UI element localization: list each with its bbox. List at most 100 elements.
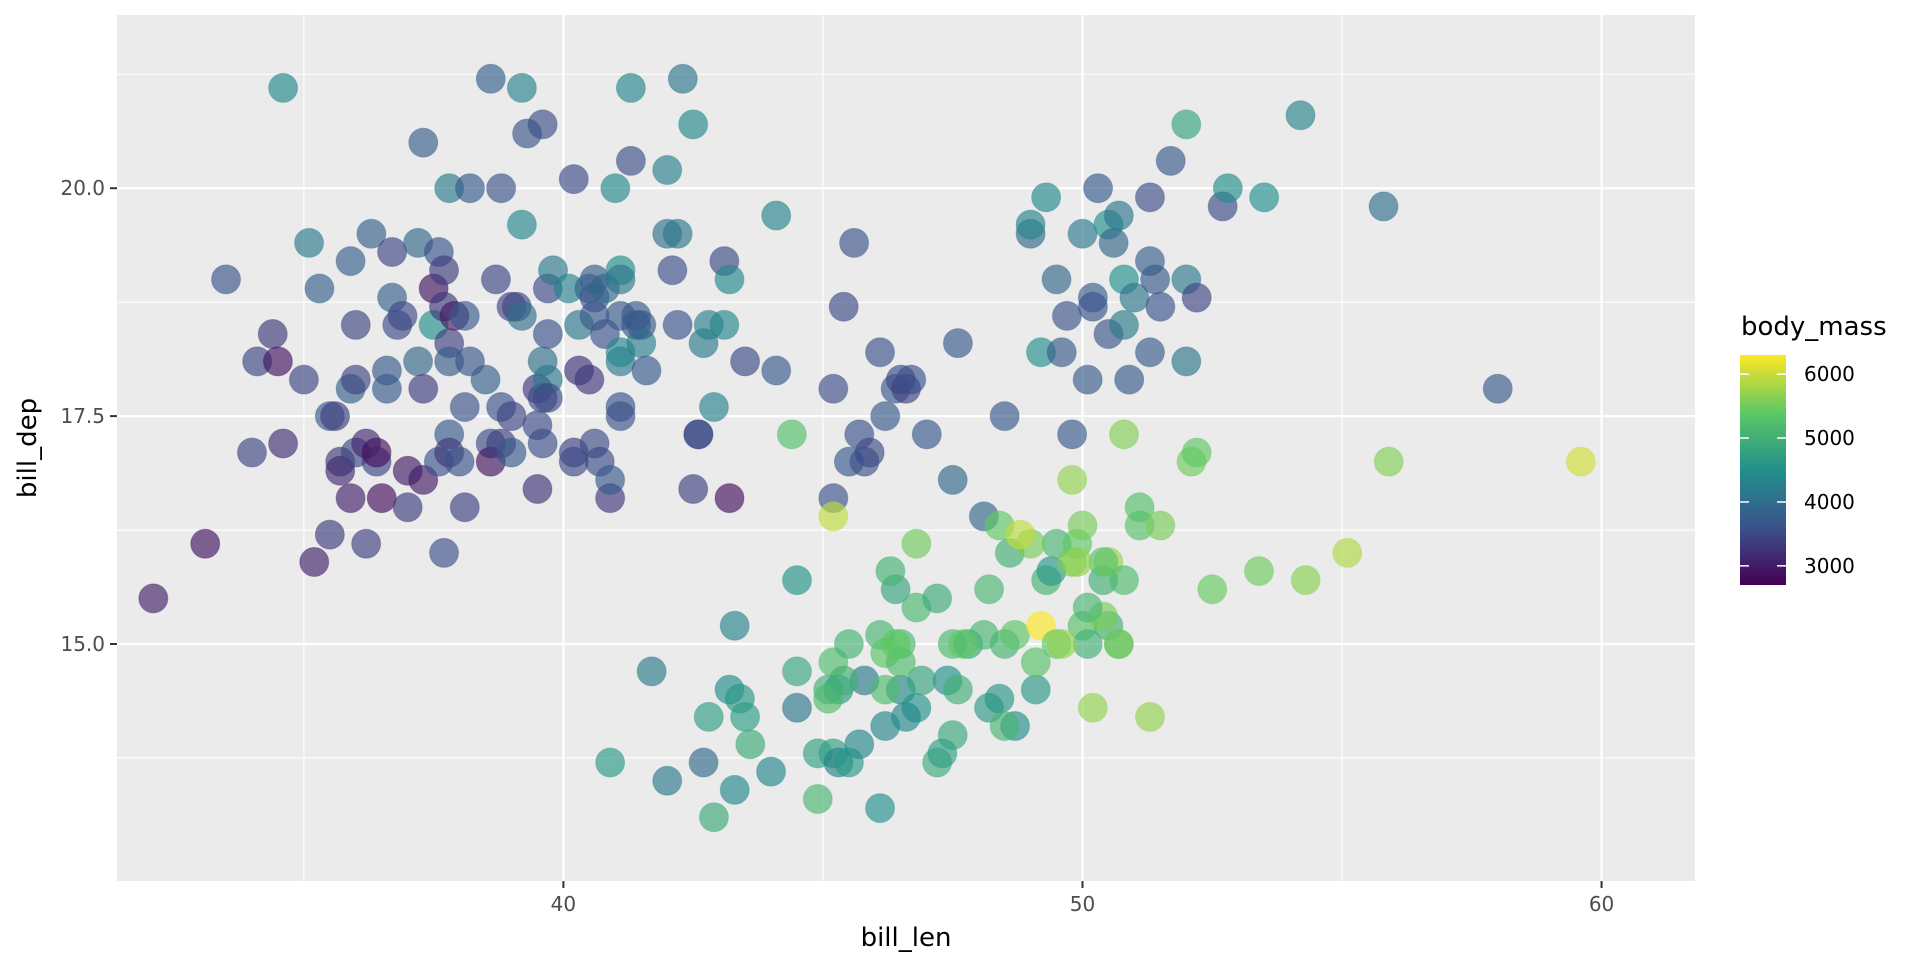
data-point [356, 218, 387, 249]
data-point [288, 364, 319, 395]
data-point [506, 300, 537, 331]
data-point [818, 501, 849, 532]
data-point [1181, 437, 1212, 468]
data-point [506, 72, 537, 103]
data-point [714, 483, 745, 514]
data-point [1041, 264, 1072, 295]
data-point [294, 227, 325, 258]
data-point [927, 738, 958, 769]
y-tick-label: 15.0 [60, 632, 105, 656]
data-point [320, 401, 351, 432]
data-point [667, 63, 698, 94]
data-point [1015, 209, 1046, 240]
data-point [802, 783, 833, 814]
x-tick-label: 40 [551, 892, 576, 916]
data-point [1373, 446, 1404, 477]
data-point [870, 401, 901, 432]
data-point [340, 364, 371, 395]
data-point [314, 519, 345, 550]
data-point [693, 701, 724, 732]
data-point [1565, 446, 1596, 477]
data-point [1005, 519, 1036, 550]
data-point [522, 474, 553, 505]
data-point [605, 401, 636, 432]
data-point [1155, 145, 1186, 176]
data-point [190, 528, 221, 559]
data-point [854, 437, 885, 468]
data-point [756, 756, 787, 787]
y-tick-label: 20.0 [60, 176, 105, 200]
data-point [875, 556, 906, 587]
data-point [371, 355, 402, 386]
data-point [392, 492, 423, 523]
data-point [781, 692, 812, 723]
data-point [974, 574, 1005, 605]
data-point [1249, 182, 1280, 213]
data-point [1000, 619, 1031, 650]
data-point [989, 711, 1020, 742]
data-point [211, 264, 242, 295]
data-point [387, 300, 418, 331]
data-point [761, 355, 792, 386]
data-point [922, 583, 953, 614]
data-point [1020, 647, 1051, 678]
data-point [1124, 492, 1155, 523]
data-point [335, 483, 366, 514]
data-points [138, 63, 1596, 833]
data-point [429, 537, 460, 568]
x-axis: 40 50 60 [551, 881, 1614, 916]
data-point [340, 309, 371, 340]
data-point [1482, 373, 1513, 404]
data-point [688, 747, 719, 778]
data-point [595, 747, 626, 778]
data-point [942, 328, 973, 359]
legend-tick-label: 5000 [1804, 426, 1855, 450]
data-point [366, 483, 397, 514]
data-point [937, 464, 968, 495]
data-point [865, 793, 896, 824]
data-point [1140, 264, 1171, 295]
data-point [454, 173, 485, 204]
data-point [236, 437, 267, 468]
x-tick-label: 60 [1589, 892, 1614, 916]
data-point [470, 364, 501, 395]
data-point [1098, 227, 1129, 258]
data-point [828, 665, 859, 696]
data-point [262, 346, 293, 377]
data-point [1072, 364, 1103, 395]
data-point [678, 474, 709, 505]
data-point [828, 291, 859, 322]
data-point [449, 300, 480, 331]
data-point [652, 154, 683, 185]
data-point [1046, 628, 1077, 659]
data-point [714, 264, 745, 295]
minor-gridlines [117, 15, 1695, 881]
x-axis-title: bill_len [861, 923, 952, 953]
data-point [527, 428, 558, 459]
data-point [818, 373, 849, 404]
data-point [1057, 464, 1088, 495]
x-tick-label: 50 [1070, 892, 1095, 916]
data-point [615, 72, 646, 103]
data-point [901, 528, 932, 559]
data-point [480, 264, 511, 295]
data-point [1020, 674, 1051, 705]
data-point [776, 419, 807, 450]
data-point [896, 364, 927, 395]
legend-tick-label: 3000 [1804, 554, 1855, 578]
data-point [1134, 182, 1165, 213]
data-point [475, 63, 506, 94]
data-point [719, 774, 750, 805]
data-point [989, 401, 1020, 432]
data-point [1212, 173, 1243, 204]
y-axis: 15.0 17.5 20.0 [60, 176, 117, 656]
data-point [1119, 282, 1150, 313]
data-point [984, 683, 1015, 714]
data-point [1109, 419, 1140, 450]
data-point [839, 227, 870, 258]
data-point [408, 373, 439, 404]
data-point [709, 309, 740, 340]
legend: body_mass 3000 4000 5000 6000 [1740, 312, 1887, 585]
data-point [304, 273, 335, 304]
data-point [532, 319, 563, 350]
